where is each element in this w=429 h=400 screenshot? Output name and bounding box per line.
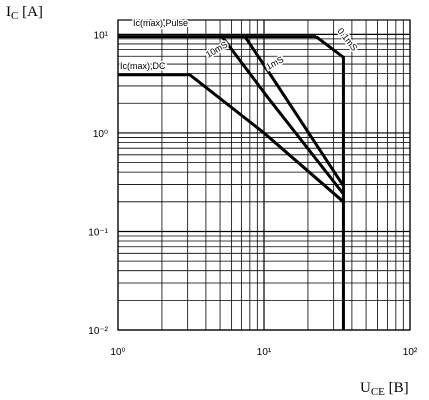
- y-axis-symbol: I: [6, 4, 11, 20]
- series-label: 1mS: [264, 54, 285, 72]
- x-axis-subscript: CE: [371, 386, 385, 398]
- series-line: [220, 35, 345, 195]
- x-axis-title: UCE [B]: [360, 380, 409, 398]
- x-tick-label: 10¹: [257, 347, 272, 358]
- x-tick-label: 10⁰: [110, 347, 125, 358]
- y-tick-label: 10⁻²: [88, 326, 108, 337]
- series-line: [315, 35, 345, 330]
- y-tick-label: 10⁰: [93, 129, 108, 140]
- x-axis-unit: [B]: [385, 380, 409, 396]
- plot-frame: [117, 19, 411, 331]
- series-label: Ic(max),Pulse: [133, 18, 188, 28]
- y-tick-label: 10¹: [94, 30, 109, 41]
- x-axis-symbol: U: [360, 380, 371, 396]
- y-tick-label: 10⁻¹: [88, 227, 108, 238]
- y-axis-title: IC [A]: [6, 4, 43, 22]
- series-line: [243, 35, 345, 187]
- series-label: Ic(max),DC: [120, 61, 166, 71]
- series-label: 10mS: [204, 39, 229, 59]
- series-line: [118, 73, 345, 203]
- y-axis-unit: [A]: [18, 4, 43, 20]
- x-tick-label: 10²: [403, 347, 418, 358]
- y-axis-subscript: C: [11, 10, 18, 22]
- series-label: 0.1mS: [335, 26, 359, 53]
